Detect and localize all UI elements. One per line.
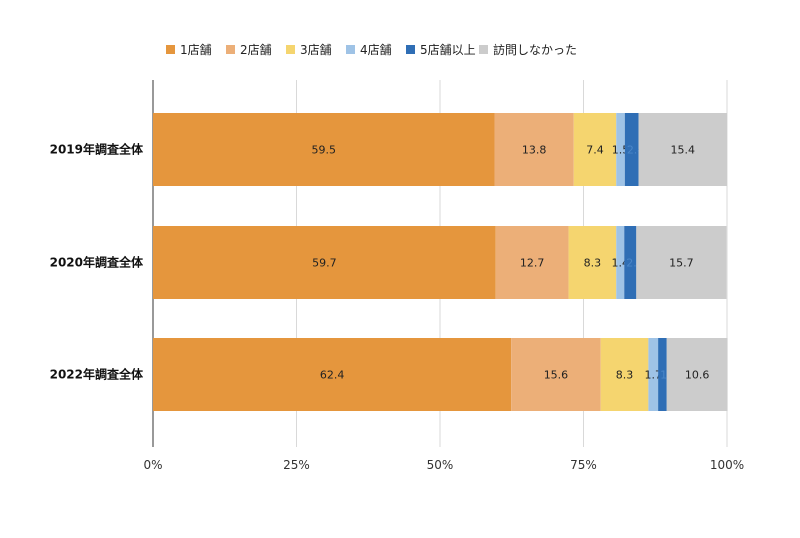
legend-label: 3店舗 [300, 43, 332, 57]
x-tick-label: 100% [710, 458, 744, 472]
data-label: 8.3 [584, 257, 602, 270]
category-label: 2019年調査全体 [50, 142, 144, 157]
bar-segment [666, 338, 728, 411]
data-label: 1.7 [644, 369, 662, 382]
legend-label: 1店舗 [180, 43, 212, 57]
bar-segment [638, 113, 727, 186]
legend-swatch [166, 45, 175, 54]
data-label: 59.7 [312, 257, 337, 270]
bar-segment [658, 338, 667, 411]
legend-label: 5店舗以上 [420, 43, 476, 57]
data-label: 15.4 [671, 144, 696, 157]
bar-segment [624, 226, 637, 299]
bar-segment [511, 338, 601, 411]
legend-swatch [226, 45, 235, 54]
bar-segment [624, 113, 639, 186]
bar-segment [573, 113, 617, 186]
x-tick-label: 0% [143, 458, 162, 472]
bar-segment [495, 226, 569, 299]
data-label: 12.7 [520, 257, 545, 270]
legend-label: 2店舗 [240, 43, 272, 57]
x-axis-ticks: 0% 25% 50% 75% 100% [143, 458, 744, 472]
bar-segment [616, 113, 625, 186]
bar-segment [648, 338, 659, 411]
bar-segment [616, 226, 625, 299]
bars: 59.5 13.8 7.4 1.52.4 15.459.7 12.7 8.3 1.42.1 15… [153, 113, 728, 411]
data-label: 10.6 [685, 369, 710, 382]
legend-swatch [406, 45, 415, 54]
bar-segment [636, 226, 727, 299]
x-tick-label: 75% [570, 458, 597, 472]
x-tick-label: 25% [283, 458, 310, 472]
data-label: 15.7 [669, 257, 694, 270]
bar-segment [153, 338, 512, 411]
data-label: 15.6 [544, 369, 569, 382]
category-labels: 2019年調査全体 2020年調査全体 2022年調査全体 [50, 142, 144, 382]
legend-swatch [346, 45, 355, 54]
bar-segment [600, 338, 649, 411]
data-label: 7.4 [586, 144, 604, 157]
bar-segment [568, 226, 617, 299]
bar-segment [494, 113, 574, 186]
data-label: 8.3 [616, 369, 634, 382]
legend-swatch [286, 45, 295, 54]
bar-segment [153, 226, 496, 299]
legend-label: 訪問しなかった [493, 42, 577, 57]
data-label: 62.4 [320, 369, 345, 382]
bar-segment [153, 113, 495, 186]
legend: 1店舗 2店舗 3店舗 4店舗 5店舗以上 訪問しなかった [166, 42, 577, 57]
legend-swatch [479, 45, 488, 54]
data-label: 59.5 [312, 144, 337, 157]
category-label: 2022年調査全体 [50, 367, 144, 382]
x-tick-label: 50% [427, 458, 454, 472]
data-label: 13.8 [522, 144, 547, 157]
legend-label: 4店舗 [360, 43, 392, 57]
category-label: 2020年調査全体 [50, 255, 144, 270]
